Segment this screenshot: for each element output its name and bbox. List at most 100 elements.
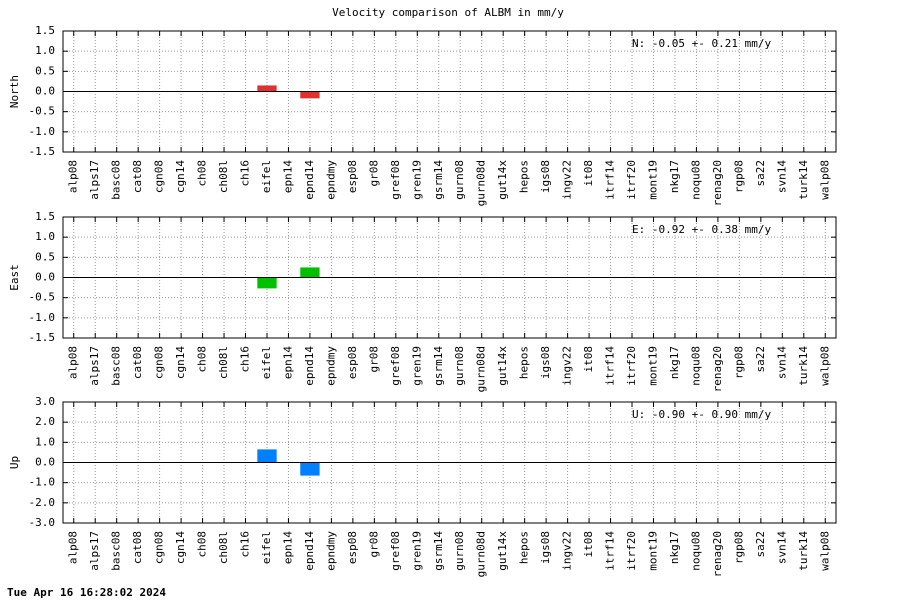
- y-tick-label: -1.5: [29, 331, 56, 344]
- x-tick-label: igs08: [539, 346, 552, 379]
- x-tick-label: cgn14: [174, 531, 187, 564]
- y-tick-label: -1.0: [29, 311, 56, 324]
- x-tick-label: esp08: [346, 160, 359, 193]
- x-tick-label: walp08: [818, 346, 831, 386]
- x-tick-label: svn14: [775, 531, 788, 564]
- x-tick-label: nkg17: [668, 346, 681, 379]
- x-tick-label: sa22: [754, 346, 767, 373]
- bar: [257, 85, 277, 92]
- x-tick-label: esp08: [346, 346, 359, 379]
- x-tick-label: gref08: [389, 531, 402, 571]
- x-tick-label: gsrm14: [432, 160, 445, 200]
- x-tick-label: gren19: [410, 531, 423, 571]
- x-tick-label: alp08: [67, 346, 80, 379]
- x-tick-label: cgn08: [153, 531, 166, 564]
- x-tick-label: mont19: [646, 346, 659, 386]
- x-tick-label: cat08: [131, 160, 144, 193]
- x-tick-label: ch08: [196, 346, 209, 373]
- x-tick-label: svn14: [775, 160, 788, 193]
- x-tick-label: ch08: [196, 160, 209, 187]
- x-tick-label: itrf14: [604, 531, 617, 571]
- x-tick-label: basc08: [110, 531, 123, 571]
- x-tick-label: it08: [582, 160, 595, 187]
- y-tick-label: -2.0: [29, 496, 56, 509]
- y-tick-label: -0.5: [29, 291, 56, 304]
- y-tick-label: -0.5: [29, 105, 56, 118]
- x-tick-label: epndmy: [324, 160, 337, 200]
- y-tick-label: -1.0: [29, 476, 56, 489]
- plot-frame: [62, 401, 837, 524]
- bar: [300, 462, 320, 476]
- y-axis-label: Up: [8, 456, 21, 469]
- x-tick-label: hepos: [518, 531, 531, 564]
- x-tick-label: epnd14: [303, 160, 316, 200]
- x-tick-label: renag20: [711, 346, 724, 392]
- x-tick-label: ch08l: [217, 346, 230, 379]
- bar: [300, 91, 320, 99]
- bar: [300, 267, 320, 278]
- x-tick-label: eifel: [260, 160, 273, 193]
- y-tick-label: 0.5: [35, 64, 55, 77]
- y-tick-label: 0.0: [35, 456, 55, 469]
- x-tick-label: epnd14: [303, 346, 316, 386]
- y-axis-label: North: [8, 75, 21, 108]
- x-tick-label: itrf20: [625, 346, 638, 386]
- x-tick-label: nkg17: [668, 531, 681, 564]
- x-tick-label: gr08: [367, 531, 380, 558]
- x-tick-label: alp08: [67, 531, 80, 564]
- y-tick-label: 3.0: [35, 395, 55, 408]
- x-tick-label: epn14: [281, 531, 294, 564]
- x-tick-label: ch16: [239, 160, 252, 187]
- x-tick-label: ingv22: [561, 346, 574, 386]
- timestamp: Tue Apr 16 16:28:02 2024: [7, 586, 166, 599]
- x-tick-label: esp08: [346, 531, 359, 564]
- x-tick-label: noqu08: [689, 346, 702, 386]
- x-tick-label: rgp08: [732, 531, 745, 564]
- x-tick-label: eifel: [260, 531, 273, 564]
- x-tick-label: turk14: [797, 346, 810, 386]
- x-tick-label: it08: [582, 531, 595, 558]
- y-tick-label: 0.0: [35, 271, 55, 284]
- x-tick-label: mont19: [646, 531, 659, 571]
- x-tick-label: cgn14: [174, 160, 187, 193]
- chart-title: Velocity comparison of ALBM in mm/y: [332, 6, 564, 19]
- x-tick-label: walp08: [818, 160, 831, 200]
- x-tick-label: itrf14: [604, 346, 617, 386]
- x-tick-label: ch08: [196, 531, 209, 558]
- x-tick-label: rgp08: [732, 160, 745, 193]
- x-tick-label: sa22: [754, 531, 767, 558]
- x-tick-label: basc08: [110, 160, 123, 200]
- x-tick-label: itrf20: [625, 531, 638, 571]
- x-tick-label: basc08: [110, 346, 123, 386]
- x-tick-label: cat08: [131, 346, 144, 379]
- x-tick-label: alp08: [67, 160, 80, 193]
- y-tick-label: -3.0: [29, 516, 56, 529]
- x-tick-label: gurn08: [453, 531, 466, 571]
- y-axis-label: East: [8, 264, 21, 291]
- x-tick-label: cgn08: [153, 160, 166, 193]
- x-tick-label: ch16: [239, 346, 252, 373]
- x-tick-label: ingv22: [561, 160, 574, 200]
- x-tick-label: noqu08: [689, 160, 702, 200]
- x-tick-label: gref08: [389, 346, 402, 386]
- x-tick-label: gut14x: [496, 346, 509, 386]
- x-tick-label: noqu08: [689, 531, 702, 571]
- x-tick-label: epndmy: [324, 346, 337, 386]
- y-tick-label: -1.0: [29, 125, 56, 138]
- x-tick-label: gurn08: [453, 160, 466, 200]
- x-tick-label: turk14: [797, 531, 810, 571]
- x-tick-label: gurn08d: [475, 346, 488, 392]
- x-tick-label: hepos: [518, 346, 531, 379]
- x-tick-label: eifel: [260, 346, 273, 379]
- x-tick-label: turk14: [797, 160, 810, 200]
- annotation: N: -0.05 +- 0.21 mm/y: [632, 37, 771, 50]
- x-tick-label: cgn08: [153, 346, 166, 379]
- bar: [257, 277, 277, 289]
- y-tick-label: -1.5: [29, 145, 56, 158]
- x-tick-label: itrf20: [625, 160, 638, 200]
- x-tick-label: gurn08d: [475, 160, 488, 206]
- y-tick-label: 2.0: [35, 415, 55, 428]
- x-tick-label: igs08: [539, 531, 552, 564]
- x-tick-label: svn14: [775, 346, 788, 379]
